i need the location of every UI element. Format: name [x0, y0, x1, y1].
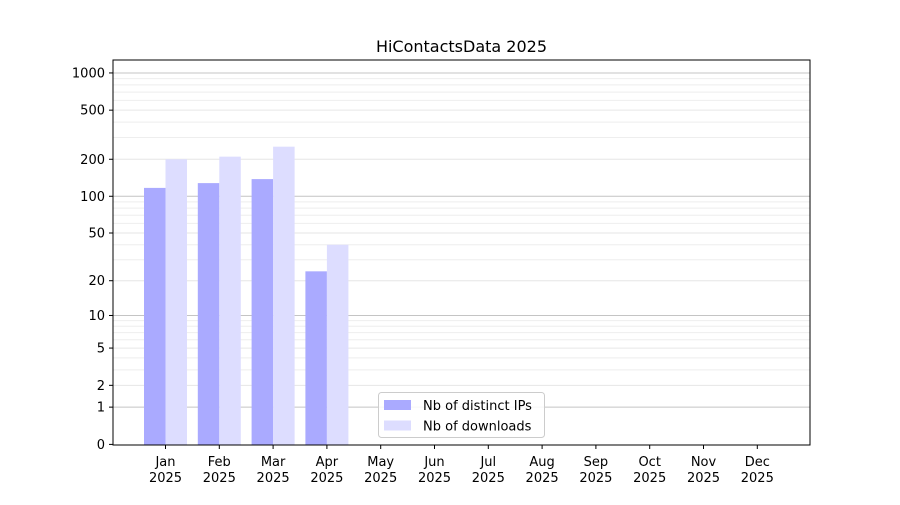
x-tick-label-year: 2025	[579, 471, 612, 486]
chart-title: HiContactsData 2025	[376, 37, 547, 56]
bar-distinct-ips	[251, 179, 274, 445]
bar-downloads	[326, 244, 349, 445]
x-tick-label-year: 2025	[633, 471, 666, 486]
y-tick-label: 2	[97, 379, 105, 394]
y-tick-label: 1000	[72, 66, 105, 81]
x-tick-label-month: Mar	[261, 455, 286, 470]
x-tick-label-month: Oct	[638, 455, 660, 470]
legend-label: Nb of downloads	[423, 420, 532, 435]
x-tick-label-month: Jan	[154, 455, 175, 470]
bar-downloads	[219, 156, 241, 445]
y-tick-label: 20	[88, 274, 105, 289]
x-tick-label-month: May	[367, 455, 394, 470]
plot-frame	[112, 59, 811, 446]
x-tick-label-year: 2025	[472, 471, 505, 486]
y-tick-label: 0	[97, 438, 105, 453]
x-tick-label-year: 2025	[364, 471, 397, 486]
x-tick-label-year: 2025	[257, 471, 290, 486]
y-tick-label: 5	[97, 342, 105, 357]
bar-distinct-ips	[197, 183, 220, 445]
bar-distinct-ips	[305, 271, 327, 445]
x-tick-label-month: Feb	[208, 455, 231, 470]
legend-label: Nb of distinct IPs	[423, 399, 532, 414]
y-tick-label: 10	[88, 309, 105, 324]
x-tick-label-year: 2025	[687, 471, 720, 486]
x-tick-label-month: Jul	[479, 455, 496, 470]
y-tick-label: 50	[88, 227, 105, 242]
x-tick-label-month: Aug	[529, 455, 554, 470]
bar-downloads	[273, 146, 295, 445]
x-tick-label-year: 2025	[741, 471, 774, 486]
x-tick-label-year: 2025	[310, 471, 343, 486]
x-tick-label-month: Jun	[423, 455, 444, 470]
x-tick-label-year: 2025	[526, 471, 559, 486]
x-tick-label-month: Dec	[745, 455, 770, 470]
y-tick-label: 500	[80, 104, 105, 119]
bar-downloads	[165, 159, 187, 445]
x-tick-label-year: 2025	[418, 471, 451, 486]
y-tick-label: 200	[80, 153, 105, 168]
x-tick-label-year: 2025	[149, 471, 182, 486]
y-tick-label: 100	[80, 190, 105, 205]
legend-box	[378, 392, 545, 438]
x-tick-label-month: Sep	[584, 455, 609, 470]
y-tick-label: 1	[97, 401, 105, 416]
x-tick-label-month: Nov	[691, 455, 717, 470]
legend-swatch	[384, 400, 411, 410]
x-tick-label-year: 2025	[203, 471, 236, 486]
legend: Nb of distinct IPs Nb of downloads	[378, 392, 545, 438]
legend-swatch	[384, 420, 411, 431]
x-tick-label-month: Apr	[316, 455, 339, 470]
bar-distinct-ips	[144, 187, 166, 445]
